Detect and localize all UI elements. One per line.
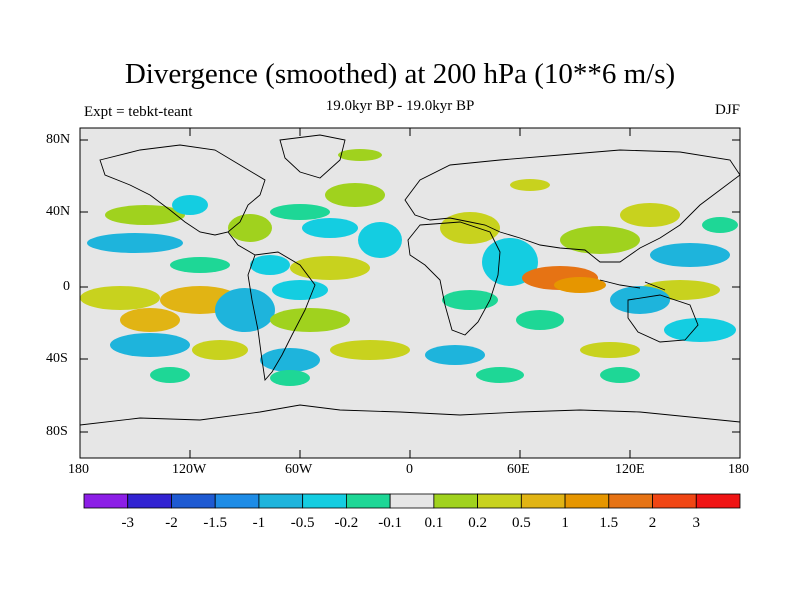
colorbar-swatch [127, 493, 172, 509]
colorbar-label: 0.5 [512, 515, 531, 531]
lat-label-eq: 0 [63, 279, 70, 294]
colorbar-swatch [695, 493, 741, 509]
colorbar-label: 1.5 [599, 515, 618, 531]
colorbar-swatch [652, 493, 697, 509]
colorbar-label: -0.5 [291, 515, 315, 531]
colorbar-swatch [433, 493, 479, 509]
divergence-field [80, 149, 738, 386]
lon-label-120e: 120E [615, 462, 645, 477]
season-label: DJF [714, 102, 740, 118]
colorbar-swatch [520, 493, 566, 509]
lon-label-60e: 60E [507, 462, 530, 477]
colorbar-swatch [389, 493, 435, 509]
colorbar-label: -1.5 [203, 515, 227, 531]
lon-label-180e: 180 [728, 462, 749, 477]
lon-label-180w: 180 [68, 462, 89, 477]
colorbar-label: -3 [121, 515, 134, 531]
colorbar-swatch [302, 493, 347, 509]
lon-label-60w: 60W [285, 462, 313, 477]
axis-ticks [80, 128, 740, 458]
colorbar-label: 3 [693, 515, 701, 531]
colorbar-swatch [83, 493, 129, 509]
colorbar-label: 2 [649, 515, 657, 531]
coastlines [80, 134, 740, 426]
colorbar-swatch [477, 493, 522, 509]
colorbar-label: 0.1 [424, 515, 443, 531]
colorbar-swatch [258, 493, 304, 509]
colorbar-swatch [564, 493, 610, 509]
lat-label-80n: 80N [46, 132, 71, 147]
colorbar-label: -0.2 [335, 515, 359, 531]
lat-label-40s: 40S [46, 351, 68, 366]
colorbar-swatch [345, 493, 391, 509]
colorbar-swatch [171, 493, 216, 509]
experiment-label: Expt = tebkt-teant [84, 104, 193, 120]
colorbar-swatch [214, 493, 260, 509]
lat-label-80s: 80S [46, 424, 68, 439]
colorbar-swatch [608, 493, 653, 509]
lon-label-0: 0 [406, 462, 413, 477]
colorbar-label: 1 [561, 515, 569, 531]
colorbar-label: -1 [253, 515, 266, 531]
lon-label-120w: 120W [172, 462, 207, 477]
colorbar-label: -2 [165, 515, 178, 531]
map-title: Divergence (smoothed) at 200 hPa (10**6 … [124, 58, 676, 90]
colorbar-label: -0.1 [378, 515, 402, 531]
colorbar: -3 -2 -1.5 -1 -0.5 -0.2 -0.1 0.1 0.2 0.5 1 1.5 2 3 [83, 493, 741, 531]
lat-label-40n: 40N [46, 204, 71, 219]
map-subtitle: 19.0kyr BP - 19.0kyr BP [325, 98, 475, 114]
colorbar-label: 0.2 [468, 515, 487, 531]
